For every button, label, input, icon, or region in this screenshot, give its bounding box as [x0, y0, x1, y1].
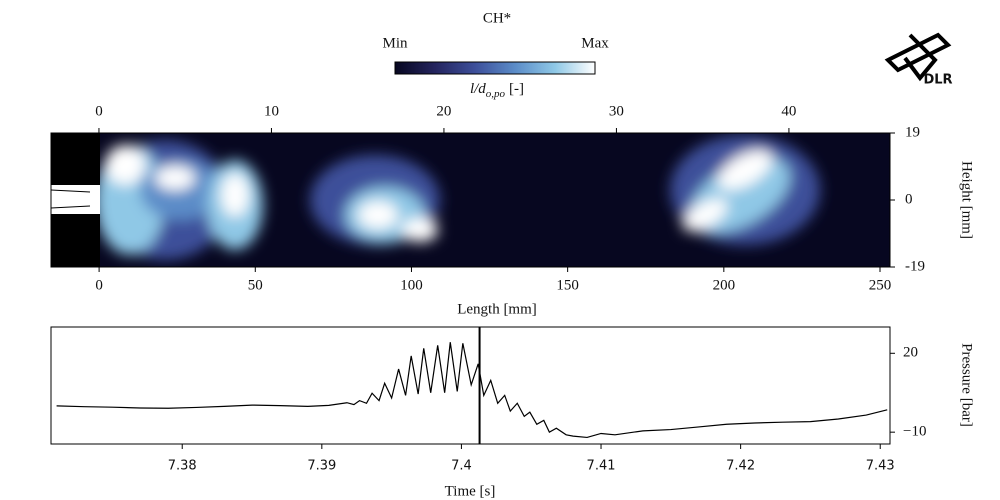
plot-frame	[50, 326, 891, 445]
x-tick-label: 0	[95, 277, 103, 293]
y-axis-label: Pressure [bar]	[959, 343, 975, 427]
y-axis-label: Height [mm]	[959, 161, 975, 239]
x-tick-label: 50	[248, 277, 263, 293]
x2-tick-label: 40	[781, 103, 796, 119]
y-tick-label: 20	[903, 345, 918, 361]
pressure-line	[56, 342, 888, 439]
y-tick-label: 0	[905, 191, 913, 207]
x2-tick-label: 10	[264, 103, 279, 119]
logo-text: DLR	[923, 73, 952, 88]
x-tick-label: 150	[556, 277, 579, 293]
x-tick-label: 200	[713, 277, 736, 293]
x-tick-label: 7.4	[451, 459, 472, 474]
x-tick-label: 7.39	[307, 459, 336, 474]
colorbar-min: Min	[382, 35, 408, 51]
x-tick-label: 7.38	[168, 459, 197, 474]
x2-tick-label: 20	[436, 103, 451, 119]
x2-tick-label: 30	[609, 103, 624, 119]
x-tick-label: 100	[400, 277, 423, 293]
colorbar-title: CH*	[483, 10, 511, 26]
y-tick-label: 19	[905, 124, 920, 140]
logo	[884, 32, 952, 82]
image-panel	[50, 132, 891, 268]
y-tick-label: -19	[905, 258, 925, 274]
x-tick-label: 7.43	[866, 459, 895, 474]
colorbar	[394, 61, 596, 75]
colorbar-max: Max	[581, 35, 609, 51]
x-tick-label: 7.42	[726, 459, 755, 474]
colorbar-label: l/do,po [-]	[470, 81, 524, 99]
x-tick-label: 7.41	[587, 459, 616, 474]
y-tick-label: −10	[903, 424, 926, 440]
x-axis-label: Length [mm]	[457, 301, 537, 317]
x-axis-label: Time [s]	[445, 483, 496, 499]
x-tick-label: 250	[869, 277, 892, 293]
x2-tick-label: 0	[95, 103, 103, 119]
